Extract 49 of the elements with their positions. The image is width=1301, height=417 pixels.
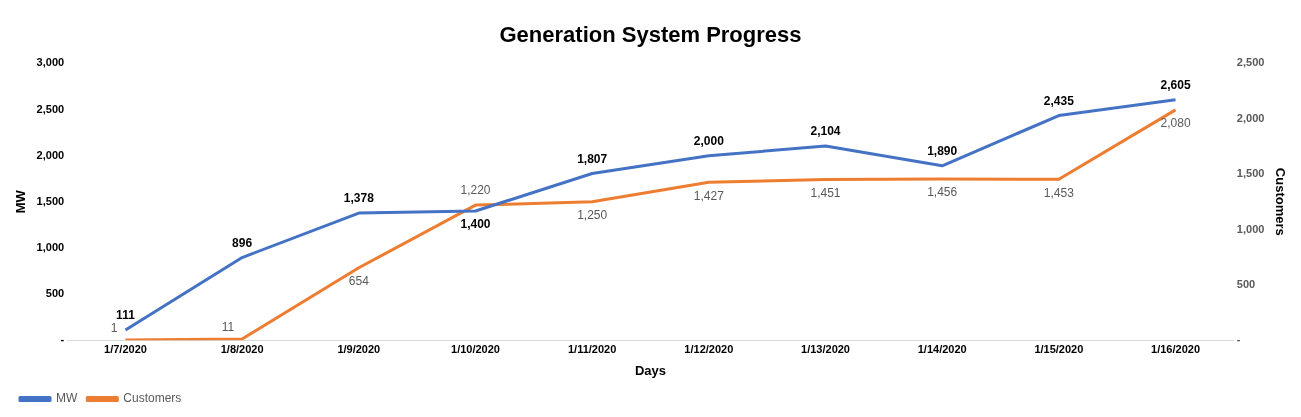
y-axis-title: MW [13, 189, 29, 214]
y2-tick-label: 1,500 [1236, 167, 1265, 180]
legend-label: MW [56, 391, 78, 406]
x-tick-label: 1/14/2020 [917, 342, 967, 355]
data-label: 2,104 [810, 124, 841, 139]
data-label: 2,605 [1160, 78, 1191, 93]
data-label: 1,807 [577, 151, 608, 166]
y-tick-label: 500 [45, 287, 65, 300]
data-label: 1,378 [343, 191, 375, 206]
y2-tick-label: 500 [1236, 277, 1256, 290]
y2-tick-label: - [1236, 333, 1241, 346]
data-label: 2,080 [1160, 116, 1191, 131]
data-label: 111 [116, 308, 136, 323]
x-tick-label: 1/12/2020 [684, 342, 734, 355]
y2-tick-label: 2,500 [1236, 56, 1265, 69]
x-axis-title: Days [634, 362, 667, 378]
data-label: 1 [110, 321, 118, 336]
x-tick-label: 1/11/2020 [567, 342, 617, 355]
data-label: 1,453 [1043, 185, 1075, 200]
data-label: 1,890 [927, 144, 958, 159]
y-tick-label: 2,000 [36, 148, 65, 161]
chart-title: Generation System Progress [499, 22, 802, 48]
data-label: 1,250 [577, 208, 608, 223]
data-label: 1,427 [693, 188, 725, 203]
y-tick-label: 3,000 [36, 56, 65, 69]
x-tick-label: 1/16/2020 [1151, 342, 1200, 355]
y2-tick-label: 1,000 [1236, 222, 1265, 235]
data-label: 1,400 [460, 217, 491, 232]
x-tick-label: 1/13/2020 [801, 342, 850, 355]
data-label: 896 [232, 235, 253, 250]
data-label: 2,000 [693, 133, 725, 148]
x-tick-label: 1/8/2020 [220, 342, 264, 355]
legend-label: Customers [123, 391, 182, 406]
data-label: 11 [221, 320, 235, 335]
x-tick-label: 1/7/2020 [104, 342, 147, 355]
x-tick-label: 1/15/2020 [1034, 342, 1084, 355]
y2-tick-label: 2,000 [1236, 111, 1265, 124]
y-tick-label: - [60, 333, 65, 346]
data-label: 1,220 [460, 183, 491, 198]
y-tick-label: 1,500 [36, 194, 65, 207]
data-label: 1,451 [810, 185, 841, 200]
y-tick-label: 1,000 [36, 240, 65, 253]
y2-axis-title: Customers [1272, 167, 1288, 236]
data-label: 1,456 [927, 185, 958, 200]
x-tick-label: 1/10/2020 [451, 342, 500, 355]
y-tick-label: 2,500 [36, 102, 65, 115]
data-label: 654 [348, 274, 370, 289]
x-tick-label: 1/9/2020 [337, 342, 381, 355]
data-label: 2,435 [1043, 93, 1075, 108]
